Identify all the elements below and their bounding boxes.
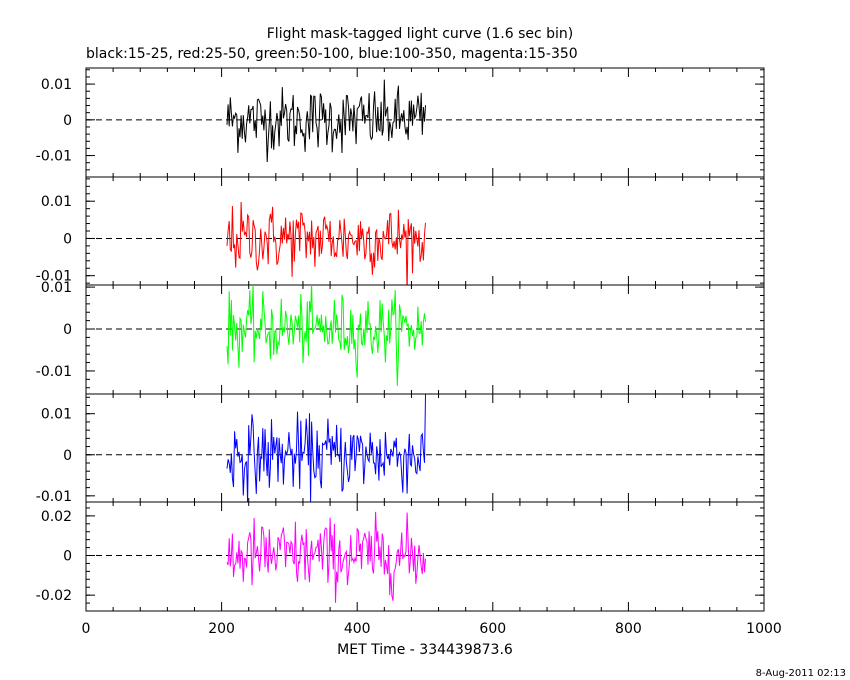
panel-5: 0.02 0 -0.02 — [36, 501, 765, 612]
series-line — [226, 511, 426, 603]
y-tick-label: -0.01 — [36, 489, 72, 505]
y-tick-label: -0.01 — [36, 269, 72, 285]
series-line — [226, 285, 426, 386]
y-tick-label: 0.01 — [41, 77, 72, 93]
y-tick-label: 0.02 — [41, 509, 72, 525]
panels-group: 0.010-0.010.010-0.010.010-0.010.010-0.01… — [36, 67, 765, 612]
y-tick-label: 0 — [63, 322, 72, 338]
series-line — [226, 201, 426, 285]
panel-frame — [85, 284, 765, 395]
y-tick-label: 0.01 — [41, 194, 72, 210]
y-tick-label: -0.01 — [36, 364, 72, 380]
chart-title: Flight mask-tagged light curve (1.6 sec … — [267, 26, 574, 42]
y-tick-label: 0 — [63, 231, 72, 247]
x-tick-label: 400 — [344, 621, 371, 637]
panel-frame — [85, 67, 765, 178]
x-tick-label: 0 — [82, 621, 91, 637]
series-line — [226, 394, 426, 502]
x-axis: 0 200 400 600 800 1000 — [82, 621, 782, 637]
footer-timestamp: 8-Aug-2011 02:13 — [756, 668, 846, 679]
x-tick-label: 800 — [615, 621, 642, 637]
y-tick-label: 0 — [63, 549, 72, 565]
y-tick-label: 0 — [63, 448, 72, 464]
panel-2: 0.01 0 -0.01 — [36, 176, 765, 286]
x-tick-label: 200 — [208, 621, 235, 637]
y-tick-label: -0.02 — [36, 588, 72, 604]
x-axis-label: MET Time - 334439873.6 — [337, 642, 513, 658]
panel-frame — [85, 501, 765, 612]
x-tick-label: 600 — [479, 621, 506, 637]
y-tick-label: 0.01 — [41, 280, 72, 296]
y-tick-label: 0.01 — [41, 407, 72, 423]
panel-4: 0.01 0 -0.01 — [36, 393, 765, 505]
series-line — [226, 79, 426, 163]
x-tick-label: 1000 — [746, 621, 782, 637]
chart-subtitle: black:15-25, red:25-50, green:50-100, bl… — [86, 46, 578, 62]
panel-3: 0.01 0 -0.01 — [36, 280, 765, 395]
panel-1: 0.01 0 -0.01 — [36, 67, 765, 178]
y-tick-label: 0 — [63, 113, 72, 129]
y-tick-label: -0.01 — [36, 149, 72, 165]
